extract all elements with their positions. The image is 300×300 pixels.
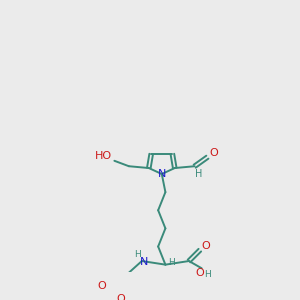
Text: H: H [168,258,175,267]
Text: N: N [158,169,166,179]
Text: O: O [202,241,211,250]
Text: N: N [140,257,148,267]
Text: H: H [134,250,141,259]
Text: HO: HO [95,151,112,161]
Text: O: O [209,148,218,158]
Text: O: O [98,281,106,291]
Text: H: H [195,169,202,179]
Text: O: O [117,294,125,300]
Text: H: H [204,270,211,279]
Text: O: O [196,268,204,278]
